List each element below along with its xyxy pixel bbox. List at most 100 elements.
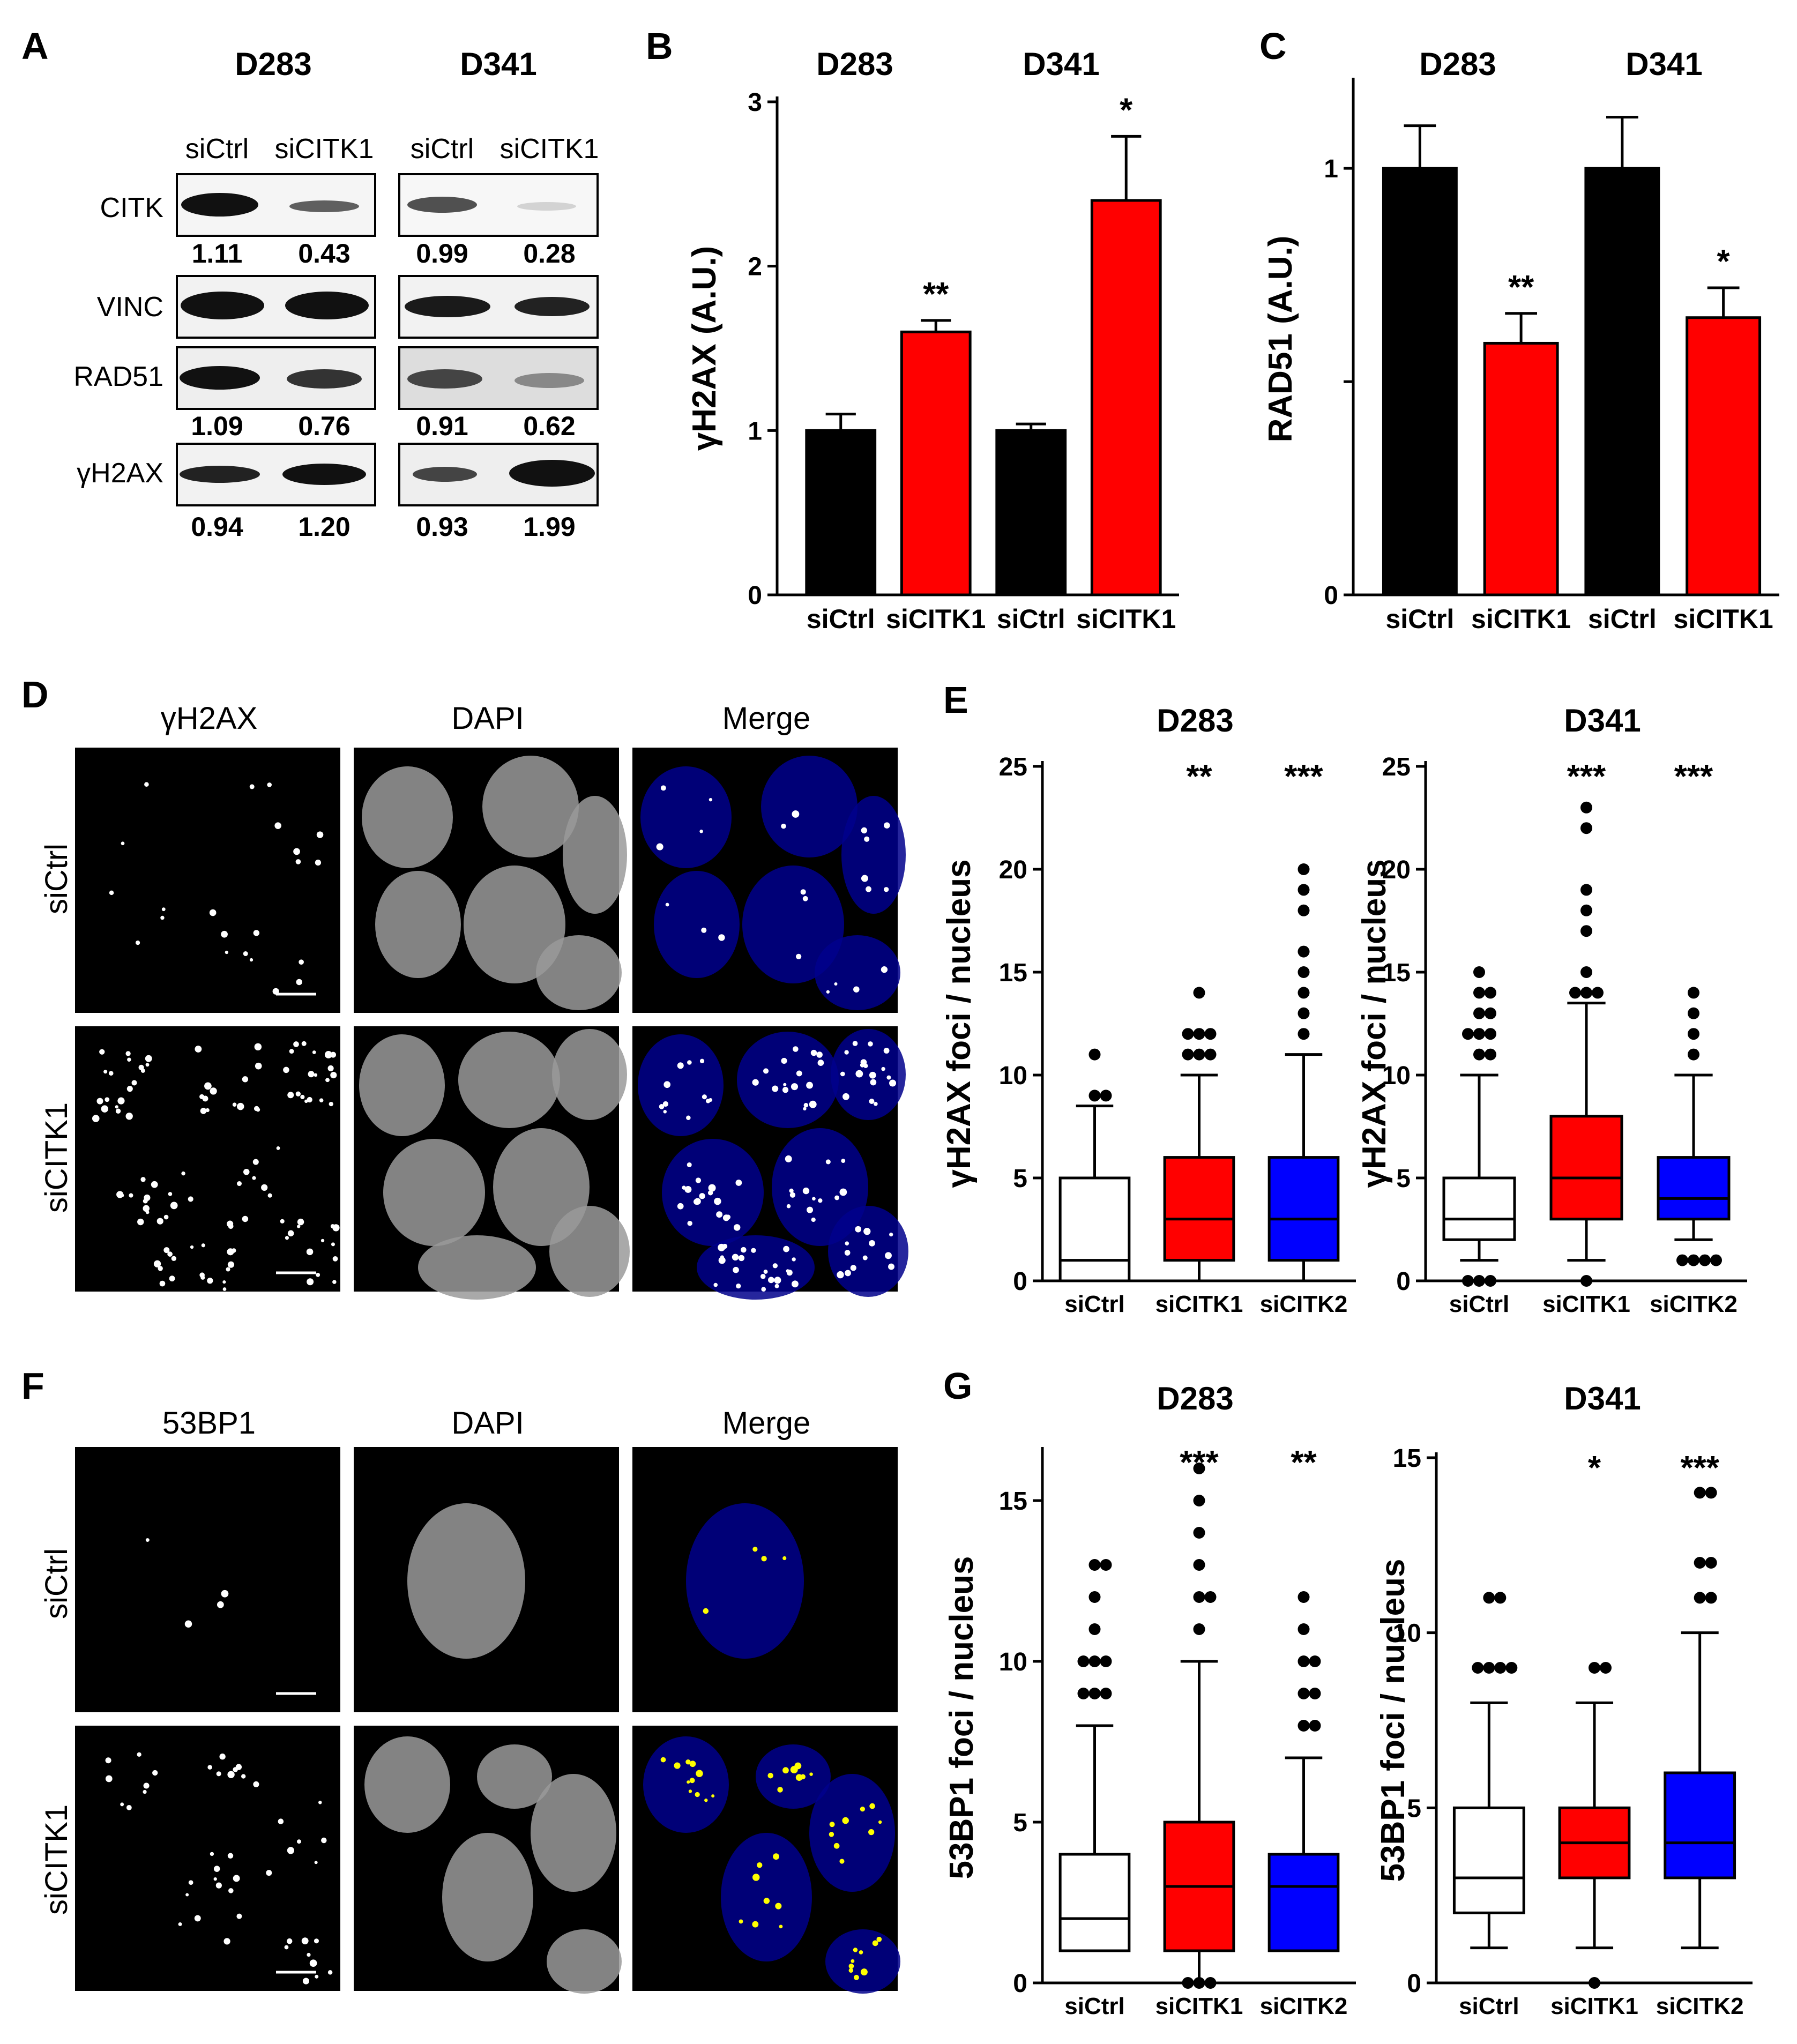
focus-spot xyxy=(332,1256,338,1262)
blot-quant: 1.09 xyxy=(191,411,243,441)
outlier-point xyxy=(1193,1559,1205,1571)
chart-group-title: D283 xyxy=(816,46,893,82)
outlier-point xyxy=(1589,1662,1600,1674)
x-tick-label: siCITK1 xyxy=(1550,1993,1638,2019)
focus-spot xyxy=(869,1803,875,1809)
focus-spot xyxy=(233,1875,240,1882)
outlier-point xyxy=(1298,863,1310,875)
y-tick-label: 0 xyxy=(1324,581,1338,610)
outlier-point xyxy=(1694,1592,1706,1604)
focus-spot xyxy=(851,1959,855,1963)
focus-spot xyxy=(881,1066,885,1071)
significance-mark: * xyxy=(1120,92,1133,129)
focus-spot xyxy=(733,1266,739,1273)
blot-band xyxy=(285,292,369,319)
focus-spot xyxy=(685,1759,691,1765)
focus-spot xyxy=(274,822,281,829)
focus-spot xyxy=(866,886,871,892)
focus-spot xyxy=(225,950,229,954)
bar xyxy=(995,429,1067,596)
focus-spot xyxy=(222,1287,227,1291)
blot-band xyxy=(407,369,482,389)
y-tick-label: 0 xyxy=(1396,1267,1411,1296)
focus-spot xyxy=(772,1085,779,1092)
nucleus xyxy=(841,796,906,914)
focus-spot xyxy=(215,1882,222,1889)
outlier-point xyxy=(1309,1720,1321,1732)
focus-spot xyxy=(841,1159,846,1163)
y-tick-label: 15 xyxy=(999,1487,1027,1516)
box xyxy=(1452,1806,1525,1914)
nucleus xyxy=(362,766,453,868)
focus-spot xyxy=(660,1757,666,1763)
focus-spot xyxy=(207,1278,213,1284)
focus-spot xyxy=(782,1087,789,1093)
focus-spot xyxy=(656,843,663,851)
focus-spot xyxy=(318,1801,322,1804)
focus-spot xyxy=(705,1099,711,1103)
micrograph-tile xyxy=(75,1026,340,1292)
focus-spot xyxy=(826,990,830,994)
outlier-point xyxy=(1472,1662,1484,1674)
nucleus xyxy=(375,871,461,978)
focus-spot xyxy=(884,822,890,829)
image-column-label: DAPI xyxy=(451,701,524,736)
focus-spot xyxy=(704,1799,708,1802)
focus-spot xyxy=(101,1105,108,1113)
outlier-point xyxy=(1580,904,1592,916)
outlier-point xyxy=(1485,1007,1496,1019)
gh2ax-foci-boxplot-d341: 0 5 10 15 20 25 γH2AX foci / nucleus D341 siCtrl… xyxy=(1356,703,1747,1317)
nucleus xyxy=(686,1503,804,1659)
focus-spot xyxy=(884,887,889,892)
outlier-point xyxy=(1688,1028,1699,1040)
focus-spot xyxy=(810,1049,817,1056)
focus-spot xyxy=(781,1057,787,1064)
y-tick-label: 15 xyxy=(1393,1444,1421,1473)
focus-spot xyxy=(793,1046,799,1052)
focus-spot xyxy=(741,1247,747,1253)
focus-spot xyxy=(115,1105,118,1109)
focus-spot xyxy=(167,1251,173,1257)
focus-spot xyxy=(255,1062,262,1070)
focus-spot xyxy=(252,1159,259,1165)
y-tick-label: 15 xyxy=(999,959,1027,987)
nucleus xyxy=(547,1929,622,1994)
focus-spot xyxy=(757,1862,763,1868)
focus-spot xyxy=(249,784,255,789)
blot-protein-label: CITK xyxy=(100,192,164,223)
outlier-point xyxy=(1462,1028,1474,1040)
outlier-point xyxy=(1699,1254,1711,1266)
focus-spot xyxy=(307,1952,311,1957)
focus-spot xyxy=(702,1094,707,1100)
focus-spot xyxy=(688,1789,692,1793)
focus-spot xyxy=(145,1055,152,1062)
focus-spot xyxy=(852,1041,858,1046)
image-column-label: DAPI xyxy=(451,1406,524,1441)
focus-spot xyxy=(752,1921,759,1928)
focus-spot xyxy=(108,1071,114,1076)
focus-spot xyxy=(774,1284,779,1288)
nucleus xyxy=(477,1744,552,1809)
focus-spot xyxy=(332,1224,340,1232)
blot-quant: 0.76 xyxy=(298,411,350,441)
outlier-point xyxy=(1600,1662,1612,1674)
focus-spot xyxy=(325,1078,330,1083)
nucleus xyxy=(742,866,844,983)
focus-spot xyxy=(834,1195,840,1200)
focus-spot xyxy=(853,1948,858,1952)
x-tick-label: siCtrl xyxy=(1449,1291,1509,1317)
blot-quant: 1.11 xyxy=(192,238,243,268)
focus-spot xyxy=(151,1181,158,1188)
focus-spot xyxy=(868,1829,875,1836)
focus-spot xyxy=(773,1853,780,1860)
focus-spot xyxy=(278,1818,284,1824)
y-tick-label: 0 xyxy=(1407,1970,1421,1998)
blot-band xyxy=(282,464,366,485)
focus-spot xyxy=(297,1218,304,1226)
focus-spot xyxy=(300,1094,305,1100)
focus-spot xyxy=(99,1049,105,1055)
nucleus xyxy=(721,1833,812,1961)
focus-spot xyxy=(210,1852,214,1856)
nucleus xyxy=(654,871,740,978)
blot-band xyxy=(517,202,576,211)
